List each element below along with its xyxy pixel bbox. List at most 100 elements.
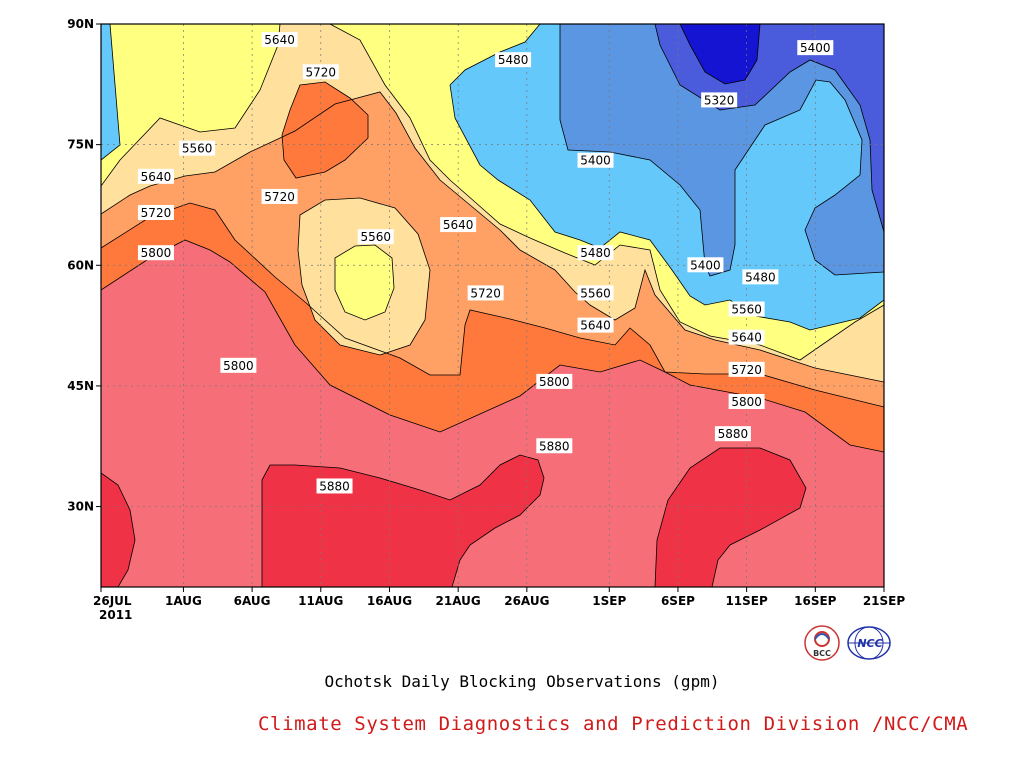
x-tick-label: 11AUG — [298, 594, 343, 608]
line-5480 — [101, 24, 884, 331]
y-tick-label: 60N — [67, 258, 94, 272]
contour-label: 5400 — [797, 40, 834, 56]
band-lt5320 — [680, 24, 760, 84]
band-5480 — [101, 24, 120, 160]
line-5640-ring — [297, 197, 431, 356]
x-tick-label: 26AUG — [504, 594, 549, 608]
svg-text:5400: 5400 — [800, 41, 831, 55]
svg-text:5640: 5640 — [731, 331, 762, 345]
contour-label: 5800 — [220, 357, 257, 373]
svg-text:5480: 5480 — [580, 246, 611, 260]
bcc-logo: BCC — [802, 624, 842, 662]
contour-label: 5800 — [536, 373, 573, 389]
svg-text:5720: 5720 — [141, 206, 172, 220]
svg-text:5320: 5320 — [704, 93, 735, 107]
contour-label: 5640 — [440, 217, 477, 233]
svg-text:5640: 5640 — [264, 33, 295, 47]
svg-text:5800: 5800 — [731, 395, 762, 409]
contour-label: 5640 — [137, 168, 174, 184]
band-5560-in2 — [335, 245, 394, 320]
line-5320 — [654, 24, 884, 233]
svg-text:5560: 5560 — [360, 230, 391, 244]
contour-label: 5480 — [742, 269, 779, 285]
line-5400 — [559, 24, 884, 277]
x-tick-label: 16SEP — [794, 594, 837, 608]
svg-text:5640: 5640 — [580, 319, 611, 333]
y-tick-label: 45N — [67, 379, 94, 393]
svg-text:5480: 5480 — [745, 270, 776, 284]
svg-text:5880: 5880 — [319, 479, 350, 493]
contour-label: 5720 — [261, 188, 298, 204]
svg-text:5560: 5560 — [182, 142, 213, 156]
bcc-logo-text: BCC — [813, 649, 831, 658]
contour-label: 5480 — [577, 245, 614, 261]
line-5880-a — [101, 472, 136, 587]
contour-label: 5720 — [728, 361, 765, 377]
svg-text:5800: 5800 — [223, 359, 254, 373]
contour-label: 5800 — [728, 394, 765, 410]
svg-text:5720: 5720 — [264, 190, 295, 204]
x-axis: 26JUL 1AUG 6AUG 11AUG 16AUG 21AUG 26AUG 1SEP 6SE… — [93, 587, 905, 608]
x-tick-label: 21SEP — [863, 594, 906, 608]
x-tick-label: 26JUL — [93, 594, 132, 608]
line-5880-b — [261, 454, 545, 587]
line-5720-ring — [281, 81, 369, 179]
contour-label: 5480 — [495, 52, 532, 68]
contour-label: 5800 — [137, 245, 174, 261]
contour-label: 5320 — [701, 92, 738, 108]
plot-frame — [100, 23, 885, 588]
svg-text:5720: 5720 — [470, 286, 501, 300]
band-gt5880-a — [101, 473, 135, 587]
svg-text:5800: 5800 — [539, 375, 570, 389]
contour-label: 5560 — [179, 140, 216, 156]
svg-text:5400: 5400 — [690, 258, 721, 272]
line-5720 — [101, 202, 884, 408]
x-tick-label: 16AUG — [367, 594, 412, 608]
x-tick-label: 6AUG — [234, 594, 271, 608]
contour-label: 5560 — [728, 301, 765, 317]
svg-text:5480: 5480 — [498, 53, 529, 67]
x-tick-label: 21AUG — [436, 594, 481, 608]
contour-label: 5560 — [577, 285, 614, 301]
band-gt5880-c — [655, 448, 806, 587]
svg-text:5400: 5400 — [580, 154, 611, 168]
contour-label: 5400 — [577, 152, 614, 168]
x-tick-label: 1SEP — [592, 594, 626, 608]
svg-text:5720: 5720 — [306, 65, 337, 79]
contour-label: 5720 — [137, 205, 174, 221]
figure-caption: Ochotsk Daily Blocking Observations (gpm… — [324, 672, 720, 691]
ncc-logo: NCC — [846, 624, 892, 662]
svg-text:5560: 5560 — [731, 303, 762, 317]
contour-fills — [101, 24, 884, 587]
line-5640 — [101, 91, 884, 383]
contour-label: 5640 — [261, 32, 298, 48]
svg-text:5880: 5880 — [718, 427, 749, 441]
contour-labels: 5640 5720 5480 5560 5640 5720 5720 5800 5560 5640… — [137, 32, 834, 494]
contour-label: 5640 — [577, 317, 614, 333]
contour-label: 5880 — [536, 438, 573, 454]
svg-text:5800: 5800 — [141, 246, 172, 260]
y-tick-label: 90N — [67, 17, 94, 31]
x-tick-label: 6SEP — [661, 594, 695, 608]
contour-label: 5720 — [467, 285, 504, 301]
x-tick-label: 1AUG — [165, 594, 202, 608]
svg-text:5640: 5640 — [141, 170, 172, 184]
svg-text:5880: 5880 — [539, 439, 570, 453]
svg-text:5640: 5640 — [443, 218, 474, 232]
line-5240 — [679, 24, 761, 85]
ncc-logo-text: NCC — [857, 637, 882, 650]
line-5880-c — [654, 447, 807, 587]
svg-text:5560: 5560 — [580, 286, 611, 300]
x-tick-label: 11SEP — [725, 594, 768, 608]
svg-text:5720: 5720 — [731, 363, 762, 377]
contour-label: 5560 — [357, 229, 394, 245]
band-5400 — [560, 24, 884, 276]
contour-label: 5880 — [316, 478, 353, 494]
x-axis-year-label: 2011 — [99, 608, 132, 622]
y-tick-label: 75N — [67, 138, 94, 152]
y-tick-label: 30N — [67, 500, 94, 514]
contour-label: 5880 — [714, 426, 751, 442]
contour-label: 5720 — [302, 64, 339, 80]
line-5800 — [101, 239, 884, 453]
